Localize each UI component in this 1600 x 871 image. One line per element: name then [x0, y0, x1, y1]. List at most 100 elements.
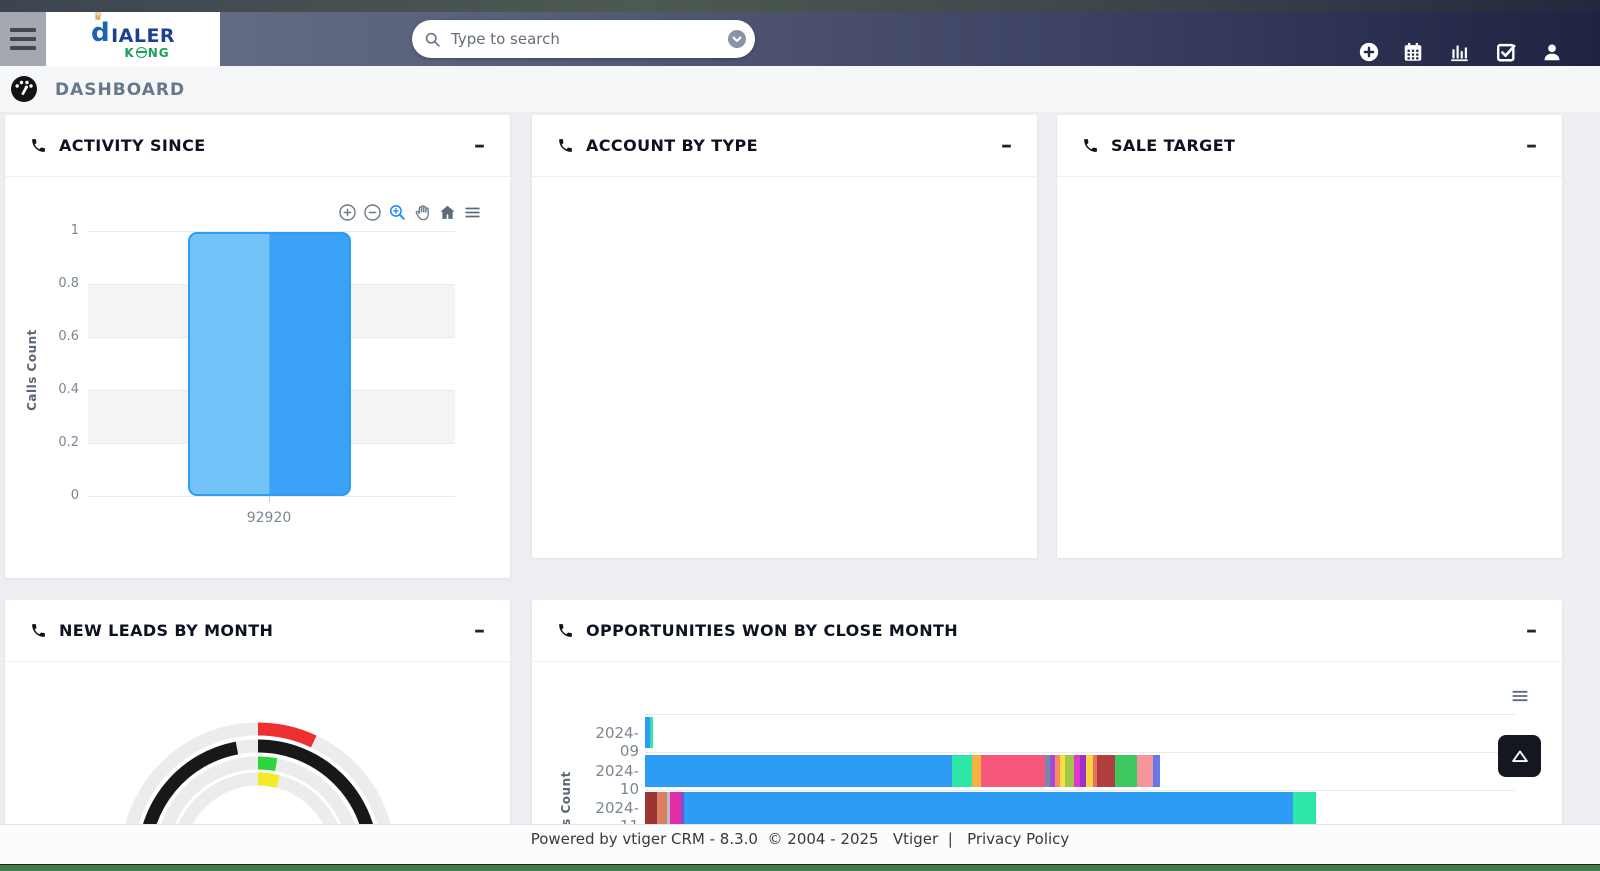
phone-icon	[32, 139, 45, 152]
bar-segment[interactable]	[645, 717, 650, 748]
widget-title: ACCOUNT BY TYPE	[586, 136, 758, 155]
radial-arc[interactable]	[170, 772, 346, 832]
bar-segment[interactable]	[645, 792, 657, 824]
hamburger-menu-button[interactable]	[0, 12, 46, 66]
widget-new-leads-by-month: NEW LEADS BY MONTH –	[5, 600, 510, 832]
vtiger-link[interactable]: Vtiger	[892, 830, 939, 848]
selection-zoom-icon[interactable]	[388, 203, 407, 222]
widget-title: OPPORTUNITIES WON BY CLOSE MONTH	[586, 621, 959, 640]
widget-header: OPPORTUNITIES WON BY CLOSE MONTH –	[532, 600, 1562, 662]
reset-home-icon[interactable]	[438, 203, 457, 222]
app-logo[interactable]: ♛ d IALER K NG	[46, 9, 220, 66]
powered-by-text: Powered by vtiger CRM - 8.3.0	[530, 830, 758, 848]
reports-bar-chart-icon[interactable]	[1448, 41, 1470, 63]
y-category-label: 2024-09	[595, 723, 639, 760]
bar-segment[interactable]	[670, 792, 681, 824]
bar-segment[interactable]	[1293, 792, 1316, 824]
radial-arc[interactable]	[120, 722, 396, 832]
gridline	[645, 790, 1515, 791]
bar-segment[interactable]	[1080, 755, 1086, 787]
chart-menu-icon[interactable]	[463, 203, 482, 222]
bar-segment[interactable]	[1093, 755, 1097, 787]
y-tick-label: 1	[70, 223, 79, 238]
y-tick-label: 0.6	[58, 329, 79, 344]
page-title: DASHBOARD	[55, 80, 186, 100]
bar-segment[interactable]	[1115, 755, 1137, 787]
user-profile-icon[interactable]	[1541, 41, 1563, 63]
widget-header: NEW LEADS BY MONTH –	[5, 600, 510, 662]
bar-segment[interactable]	[657, 792, 667, 824]
bar-segment[interactable]	[1050, 755, 1055, 787]
bar-segment[interactable]	[650, 717, 653, 748]
scroll-to-top-button[interactable]	[1498, 735, 1541, 777]
copyright-text: © 2004 - 2025	[767, 830, 879, 848]
widget-opportunities-won: OPPORTUNITIES WON BY CLOSE MONTH – us Co…	[532, 600, 1562, 832]
collapse-widget-button[interactable]: –	[1526, 132, 1537, 158]
bar-segment[interactable]	[1153, 755, 1160, 787]
widget-activity-since: ACTIVITY SINCE –	[5, 115, 510, 578]
calendar-icon[interactable]	[1402, 41, 1424, 63]
logo-king-text: K NG	[124, 45, 170, 60]
bar-segment[interactable]	[681, 792, 684, 824]
logo-d-letter: ♛ d	[90, 9, 111, 48]
bar-segment[interactable]	[1137, 755, 1153, 787]
bar-segment[interactable]	[1086, 755, 1093, 787]
footer-accent-bar	[0, 864, 1600, 871]
widget-title: NEW LEADS BY MONTH	[59, 621, 274, 640]
y-tick-label: 0	[70, 488, 79, 503]
quick-create-icon[interactable]	[1358, 41, 1380, 63]
bar-segment[interactable]	[1065, 755, 1074, 787]
zoom-in-icon[interactable]	[338, 203, 357, 222]
bar-segment[interactable]	[1097, 755, 1115, 787]
widget-sale-target: SALE TARGET –	[1057, 115, 1562, 558]
globe-icon	[135, 47, 147, 58]
activity-bar[interactable]	[188, 232, 351, 496]
zoom-out-icon[interactable]	[363, 203, 382, 222]
radial-arc[interactable]	[137, 739, 379, 832]
chart-toolbar	[338, 203, 482, 222]
bar-segment[interactable]	[1055, 755, 1060, 787]
widget-account-by-type: ACCOUNT BY TYPE –	[532, 115, 1037, 558]
collapse-widget-button[interactable]: –	[474, 617, 485, 643]
stacked-bar[interactable]	[645, 792, 1316, 824]
widget-header: ACCOUNT BY TYPE –	[532, 115, 1037, 177]
x-tick-mark	[269, 496, 270, 502]
phone-icon	[1084, 139, 1097, 152]
privacy-policy-link[interactable]: Privacy Policy	[967, 830, 1070, 848]
bar-segment[interactable]	[952, 755, 972, 787]
search-input[interactable]	[449, 29, 727, 49]
bar-segment[interactable]	[1060, 755, 1065, 787]
search-category-dropdown[interactable]	[727, 29, 747, 49]
widget-title: SALE TARGET	[1111, 136, 1236, 155]
global-search-bar	[412, 20, 755, 58]
bar-segment[interactable]	[1045, 755, 1050, 787]
gridline	[645, 752, 1515, 753]
bar-segment[interactable]	[684, 792, 1293, 824]
page-footer: Powered by vtiger CRM - 8.3.0 © 2004 - 2…	[0, 824, 1600, 871]
bar-segment[interactable]	[1074, 755, 1080, 787]
stacked-bar[interactable]	[645, 717, 653, 748]
top-navbar: ♛ d IALER K NG	[0, 9, 1600, 66]
pan-icon[interactable]	[413, 203, 432, 222]
radial-gauge-chart[interactable]	[5, 600, 510, 832]
page-header: DASHBOARD	[0, 66, 1600, 113]
collapse-widget-button[interactable]: –	[1001, 132, 1012, 158]
footer-text: Powered by vtiger CRM - 8.3.0 © 2004 - 2…	[530, 830, 1070, 848]
phone-icon	[32, 624, 45, 637]
tasks-check-square-icon[interactable]	[1495, 41, 1517, 63]
phone-icon	[559, 624, 572, 637]
triangle-up-icon	[1511, 750, 1528, 762]
chart-menu-icon[interactable]	[1510, 686, 1530, 706]
widget-header: ACTIVITY SINCE –	[5, 115, 510, 177]
stacked-bar[interactable]	[645, 755, 1160, 787]
radial-arc[interactable]	[154, 756, 362, 832]
bar-segment[interactable]	[972, 755, 981, 787]
bar-segment[interactable]	[981, 755, 1045, 787]
gridline	[645, 714, 1515, 715]
bar-segment[interactable]	[645, 755, 952, 787]
hamburger-icon	[10, 28, 36, 32]
crown-icon: ♛	[92, 9, 104, 23]
collapse-widget-button[interactable]: –	[474, 132, 485, 158]
bar-segment[interactable]	[667, 792, 670, 824]
collapse-widget-button[interactable]: –	[1526, 617, 1537, 643]
